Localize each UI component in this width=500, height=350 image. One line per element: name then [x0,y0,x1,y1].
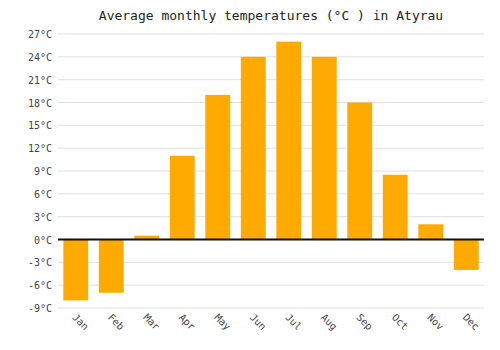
x-tick-label: Sep [354,312,375,333]
bar [170,156,195,240]
grid [58,34,484,308]
x-tick-label: May [212,312,233,333]
bar [347,103,372,240]
x-tick-label: Dec [461,312,482,333]
grid-line [58,56,484,57]
x-tick-label: Apr [177,312,198,333]
bars [63,42,478,301]
grid-line [58,239,484,240]
bar [383,175,408,240]
zero-line [58,239,484,241]
y-tick-label: 9°C [34,166,52,177]
y-tick-label: 27°C [28,29,52,40]
grid-line [58,148,484,149]
y-tick-label: 24°C [28,52,52,63]
x-tick-label: Aug [319,312,340,333]
x-tick-label: Jun [248,312,269,333]
chart: Average monthly temperatures (°C ) in At… [0,0,500,350]
bar [454,240,479,270]
x-tick-label: Nov [425,312,446,333]
grid-line [58,79,484,80]
y-tick-label: 6°C [34,189,52,200]
x-tick-label: Oct [390,312,411,333]
y-tick-label: 12°C [28,143,52,154]
y-tick-label: -9°C [28,303,52,314]
grid-line [58,102,484,103]
y-tick-label: 21°C [28,75,52,86]
y-tick-label: 3°C [34,212,52,223]
grid-line [58,308,484,309]
x-tick-label: Jan [70,312,91,333]
bar [312,57,337,240]
y-tick-label: 15°C [28,120,52,131]
grid-line [58,171,484,172]
y-tick-label: -6°C [28,280,52,291]
grid-line [58,125,484,126]
bar [276,42,301,240]
x-tick-label: Jul [283,312,304,333]
grid-line [58,216,484,217]
grid-line [58,34,484,35]
y-tick-label: 18°C [28,98,52,109]
bar [241,57,266,240]
grid-line [58,193,484,194]
y-tick-label: -3°C [28,257,52,268]
bar [205,95,230,240]
bar [418,224,443,239]
y-tick-label: 0°C [34,235,52,246]
bar [63,240,88,301]
x-tick-label: Mar [141,312,162,333]
bar [99,240,124,293]
title: Average monthly temperatures (°C ) in At… [99,8,443,23]
x-tick-label: Feb [106,312,127,333]
